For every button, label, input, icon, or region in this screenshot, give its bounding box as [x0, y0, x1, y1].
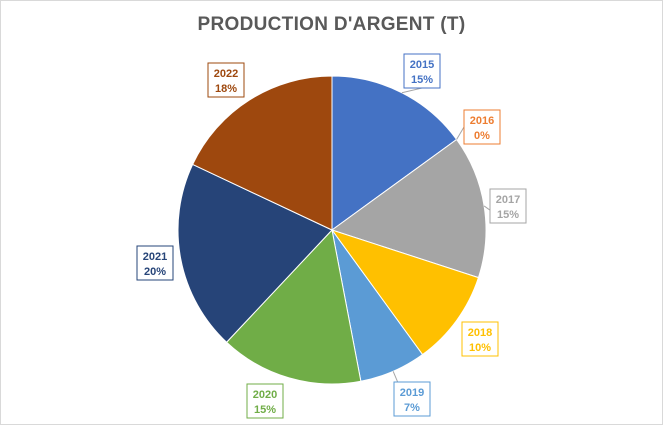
data-label-category: 2015	[410, 59, 434, 71]
data-label-2017: 2017 15%	[483, 188, 527, 224]
data-label-2015: 2015 15%	[401, 53, 441, 94]
data-label-percent: 15%	[411, 74, 433, 86]
data-label-category: 2021	[143, 251, 167, 263]
data-label-category: 2018	[468, 327, 492, 339]
slice-2021	[177, 163, 333, 343]
data-label-percent: 18%	[215, 83, 237, 95]
leader-line	[456, 126, 465, 140]
data-label-percent: 10%	[469, 342, 491, 354]
slice-2022	[191, 75, 333, 231]
data-label-category: 2017	[496, 194, 520, 206]
data-label-2016: 2016 0%	[456, 109, 501, 145]
data-label-box	[393, 381, 431, 417]
leader-line	[401, 87, 423, 94]
data-label-percent: 7%	[404, 402, 420, 414]
data-label-box	[403, 53, 441, 89]
slice-2018	[330, 229, 480, 356]
data-label-category: 2019	[400, 387, 424, 399]
data-label-2018: 2018 10%	[461, 321, 499, 357]
data-label-box	[136, 245, 174, 281]
slice-2015	[331, 75, 458, 231]
slice-2020	[225, 228, 362, 385]
data-label-2022: 2022 18%	[207, 62, 245, 98]
data-label-box	[463, 109, 501, 145]
data-label-2020: 2020 15%	[246, 383, 284, 419]
data-label-percent: 0%	[474, 130, 490, 142]
data-label-category: 2020	[253, 389, 277, 401]
data-label-category: 2016	[470, 115, 494, 127]
data-label-box	[246, 383, 284, 419]
chart-title: PRODUCTION D'ARGENT (T)	[197, 14, 466, 35]
data-label-percent: 15%	[497, 209, 519, 221]
data-label-category: 2022	[214, 68, 238, 80]
data-label-2021: 2021 20%	[136, 245, 174, 281]
data-label-box	[489, 188, 527, 224]
data-label-box	[207, 62, 245, 98]
data-label-2019: 2019 7%	[392, 371, 431, 417]
data-label-percent: 15%	[254, 404, 276, 416]
data-label-percent: 20%	[144, 266, 166, 278]
data-label-box	[461, 321, 499, 357]
slice-2017	[330, 138, 487, 279]
